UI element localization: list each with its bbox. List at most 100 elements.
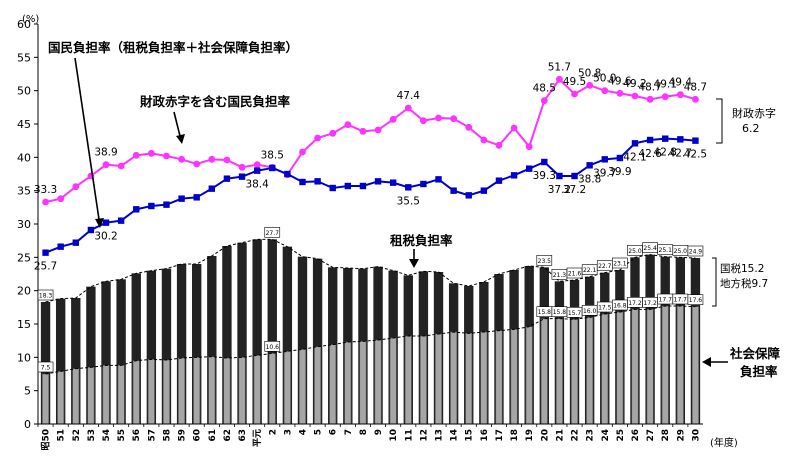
x-tick-label: 14	[450, 429, 460, 442]
national-annotation-arrowhead	[95, 218, 104, 228]
deficit-point	[465, 123, 473, 131]
national-point	[586, 162, 593, 169]
national-point	[42, 249, 49, 256]
deficit-point	[299, 148, 306, 156]
national-value-label: 30.2	[94, 231, 117, 243]
social-bar	[419, 335, 427, 425]
tax-value-label-box	[264, 227, 281, 238]
national-point	[102, 219, 110, 226]
x-tick-label: 4	[298, 429, 308, 435]
deficit-bracket-value: 6.2	[742, 122, 760, 135]
deficit-point	[450, 115, 458, 123]
x-tick-label: 23	[586, 429, 596, 442]
x-tick-label: 57	[147, 429, 157, 442]
social-bar	[631, 309, 639, 425]
x-tick-label: 55	[117, 429, 127, 442]
national-point	[374, 178, 382, 185]
deficit-value-label: 48.7	[684, 81, 707, 93]
social-bar	[344, 341, 352, 425]
lines	[42, 75, 699, 256]
x-tick-label: 30	[691, 429, 701, 442]
social-bar	[404, 335, 412, 425]
x-tick-label: 61	[208, 429, 218, 442]
deficit-value-label: 50.0	[593, 73, 616, 85]
social-bar	[571, 319, 579, 425]
national-point	[284, 170, 291, 178]
x-axis-unit: (年度)	[710, 436, 738, 449]
social-annotation-arrowhead	[702, 357, 711, 367]
national-point	[525, 165, 533, 172]
national-point	[571, 172, 578, 180]
deficit-annotation-arrowhead	[176, 134, 185, 144]
x-tick-label: 3	[283, 429, 293, 435]
national-value-label: 37.2	[548, 184, 571, 196]
deficit-point	[571, 90, 578, 98]
x-tick-label: 10	[389, 429, 399, 442]
bars	[40, 238, 701, 425]
social-bar	[223, 357, 231, 425]
x-tick-label: 19	[525, 429, 535, 442]
social-bar	[132, 360, 140, 425]
national-point	[359, 182, 367, 190]
tax-bar	[101, 281, 111, 424]
x-tick-label: 11	[404, 429, 414, 442]
deficit-point	[132, 151, 140, 159]
social-bar	[359, 341, 367, 425]
deficit-value-label: 48.7	[638, 81, 661, 93]
deficit-value-label: 38.9	[94, 147, 117, 159]
tax-value-label: 21.3	[553, 272, 567, 279]
social-bar	[691, 306, 699, 425]
national-point	[238, 173, 246, 180]
social-bar	[480, 331, 488, 425]
deficit-point	[329, 129, 337, 137]
national-point	[314, 178, 321, 185]
tax-value-label: 23.5	[538, 258, 552, 265]
y-tick-label: 45	[17, 118, 31, 131]
tax-bar	[312, 258, 323, 424]
national-point	[178, 195, 185, 202]
x-tick-label: 53	[87, 429, 97, 442]
social-bar	[510, 329, 518, 425]
deficit-point	[147, 149, 155, 157]
deficit-point	[253, 161, 261, 169]
x-tick-label: 62	[223, 429, 233, 442]
national-point	[556, 172, 563, 180]
national-value-label: 35.5	[397, 195, 420, 207]
social-bar-envelope	[45, 305, 696, 375]
tax-value-label: 27.7	[266, 230, 280, 237]
deficit-point	[117, 162, 125, 170]
x-tick-label: 29	[676, 429, 686, 442]
social-bar	[72, 368, 80, 425]
national-point	[87, 226, 95, 234]
social-bar	[117, 365, 125, 425]
deficit-point	[374, 126, 382, 134]
national-point	[163, 201, 170, 208]
national-value-label: 25.7	[34, 261, 57, 273]
national-point	[57, 243, 64, 250]
social-bar-annotation-line2: 負担率	[740, 364, 778, 379]
deficit-bracket	[716, 98, 723, 144]
national-line	[45, 137, 696, 254]
social-value-label: 10.6	[266, 344, 280, 351]
deficit-point	[540, 97, 548, 105]
social-bar	[495, 330, 503, 425]
y-axis: 0 5 10 15 20 25 30 35 40 45 50 55 60	[17, 18, 39, 431]
deficit-point	[692, 95, 699, 103]
deficit-point	[480, 136, 488, 144]
national-value-label: 37.2	[563, 184, 586, 196]
tax-bar	[297, 256, 308, 424]
tax-bar	[207, 256, 217, 424]
social-bar	[87, 367, 95, 425]
tax-bar	[252, 239, 262, 424]
national-line-annotation: 国民負担率（租税負担率＋社会保障負担率）	[48, 40, 298, 55]
social-value-label-box	[264, 341, 281, 352]
x-tick-label: 5	[314, 429, 324, 435]
social-value-label: 16.8	[613, 303, 627, 310]
social-bar	[268, 353, 276, 425]
national-point	[646, 136, 654, 144]
national-value-label: 39.7	[593, 167, 616, 179]
national-value-label: 42.1	[623, 151, 646, 163]
x-tick-label: 63	[238, 429, 248, 442]
national-point	[631, 140, 639, 147]
y-tick-label: 10	[17, 351, 31, 364]
